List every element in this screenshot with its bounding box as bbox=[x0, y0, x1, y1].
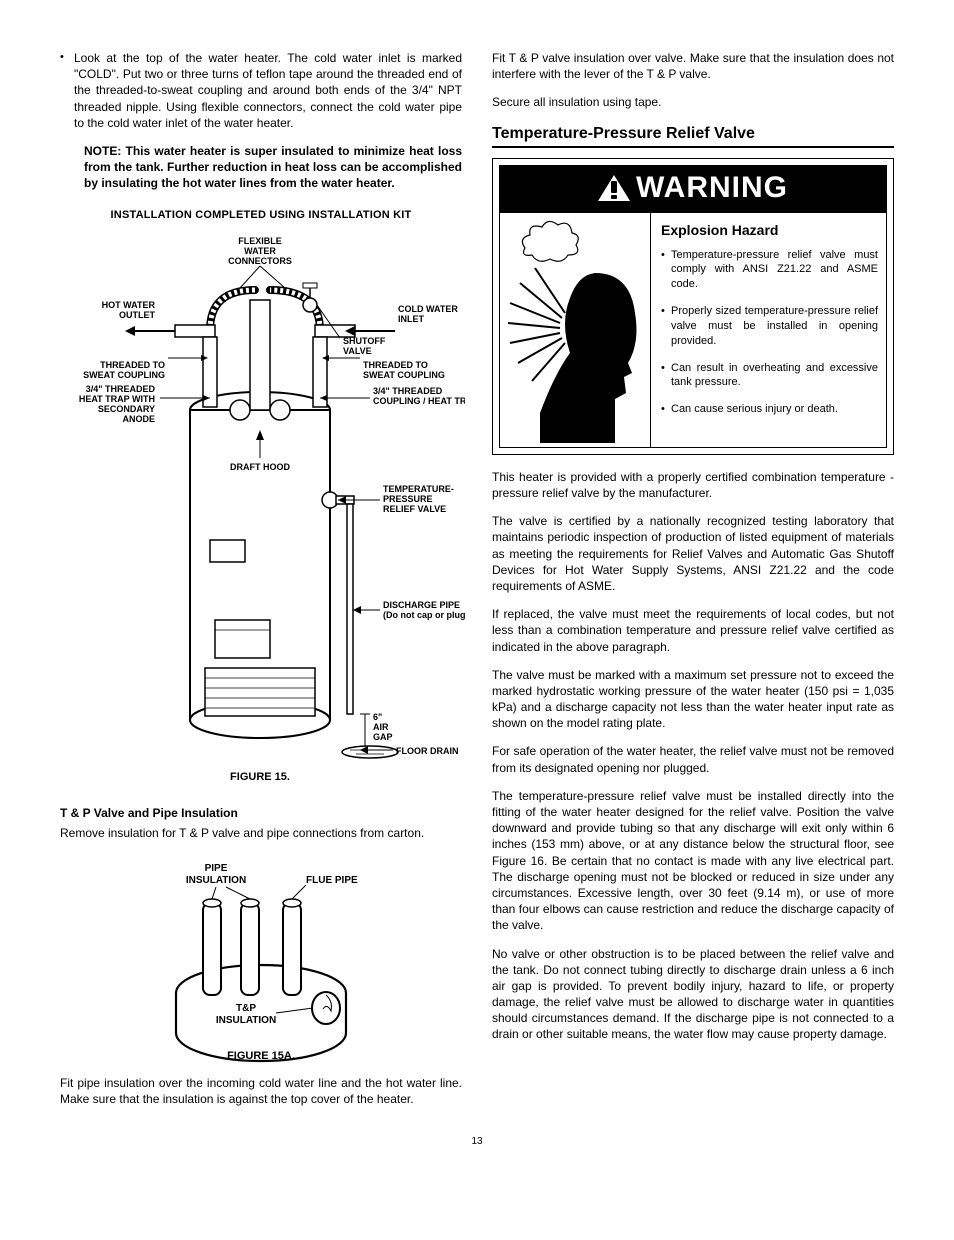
bullet-item: • Look at the top of the water heater. T… bbox=[60, 50, 462, 131]
right-column: Fit T & P valve insulation over valve. M… bbox=[492, 50, 894, 1119]
warning-header: WARNING bbox=[500, 166, 886, 213]
svg-text:FLUE PIPE: FLUE PIPE bbox=[306, 875, 358, 886]
svg-text:3/4" THREADED: 3/4" THREADED bbox=[373, 386, 443, 396]
svg-text:ANODE: ANODE bbox=[122, 414, 155, 424]
svg-text:THREADED TO: THREADED TO bbox=[363, 360, 428, 370]
fit-tp-para: Fit T & P valve insulation over valve. M… bbox=[492, 50, 894, 82]
warning-illustration bbox=[500, 213, 651, 447]
page-number: 13 bbox=[60, 1135, 894, 1149]
tp-valve-heading: T & P Valve and Pipe Insulation bbox=[60, 805, 462, 821]
svg-text:DRAFT HOOD: DRAFT HOOD bbox=[230, 462, 290, 472]
warning-title: WARNING bbox=[636, 168, 788, 209]
body-para: For safe operation of the water heater, … bbox=[492, 743, 894, 775]
warning-bullet: Can result in overheating and excessive … bbox=[661, 361, 878, 391]
install-kit-title: INSTALLATION COMPLETED USING INSTALLATIO… bbox=[60, 208, 462, 223]
svg-text:INLET: INLET bbox=[398, 314, 425, 324]
warning-bullet: Temperature-pressure relief valve must c… bbox=[661, 248, 878, 293]
body-para: This heater is provided with a properly … bbox=[492, 469, 894, 501]
warning-bullet: Can cause serious injury or death. bbox=[661, 402, 878, 417]
bullet-dot: • bbox=[60, 50, 74, 131]
svg-text:COUPLING / HEAT TRAP: COUPLING / HEAT TRAP bbox=[373, 396, 465, 406]
svg-text:CONNECTORS: CONNECTORS bbox=[228, 256, 292, 266]
svg-text:THREADED TO: THREADED TO bbox=[100, 360, 165, 370]
warning-box: WARNING bbox=[492, 158, 894, 455]
warning-subhead: Explosion Hazard bbox=[661, 221, 878, 240]
fit-pipe-para: Fit pipe insulation over the incoming co… bbox=[60, 1075, 462, 1107]
svg-text:SECONDARY: SECONDARY bbox=[98, 404, 155, 414]
svg-text:DISCHARGE PIPE: DISCHARGE PIPE bbox=[383, 600, 460, 610]
svg-text:SWEAT COUPLING: SWEAT COUPLING bbox=[363, 370, 445, 380]
body-para: The valve must be marked with a maximum … bbox=[492, 667, 894, 732]
svg-text:T&P: T&P bbox=[236, 1003, 256, 1014]
svg-text:GAP: GAP bbox=[373, 732, 393, 742]
svg-text:FLEXIBLE: FLEXIBLE bbox=[238, 236, 282, 246]
svg-text:INSULATION: INSULATION bbox=[216, 1015, 276, 1026]
secure-para: Secure all insulation using tape. bbox=[492, 94, 894, 110]
body-para: The valve is certified by a nationally r… bbox=[492, 513, 894, 594]
svg-text:OUTLET: OUTLET bbox=[119, 310, 155, 320]
figure-15a: PIPE INSULATION FLUE PIPE T&P INSULATION… bbox=[60, 853, 462, 1067]
svg-text:FLOOR DRAIN: FLOOR DRAIN bbox=[396, 746, 459, 756]
figure-15: FLEXIBLE WATER CONNECTORS HOT WATER OUTL… bbox=[60, 230, 462, 794]
bullet-text: Look at the top of the water heater. The… bbox=[74, 50, 462, 131]
svg-text:6": 6" bbox=[373, 712, 382, 722]
svg-text:COLD WATER: COLD WATER bbox=[398, 304, 458, 314]
body-para: No valve or other obstruction is to be p… bbox=[492, 946, 894, 1043]
svg-text:PRESSURE: PRESSURE bbox=[383, 494, 433, 504]
svg-text:INSULATION: INSULATION bbox=[186, 875, 246, 886]
svg-text:3/4" THREADED: 3/4" THREADED bbox=[86, 384, 156, 394]
body-para: The temperature-pressure relief valve mu… bbox=[492, 788, 894, 934]
section-heading: Temperature-Pressure Relief Valve bbox=[492, 123, 894, 149]
svg-text:PIPE: PIPE bbox=[205, 863, 228, 874]
warning-triangle-icon bbox=[598, 175, 630, 201]
tp-para: Remove insulation for T & P valve and pi… bbox=[60, 825, 462, 841]
svg-text:SHUTOFF: SHUTOFF bbox=[343, 336, 386, 346]
svg-text:SWEAT COUPLING: SWEAT COUPLING bbox=[83, 370, 165, 380]
svg-text:(Do not cap or plug): (Do not cap or plug) bbox=[383, 610, 465, 620]
body-para: If replaced, the valve must meet the req… bbox=[492, 606, 894, 655]
svg-text:TEMPERATURE-: TEMPERATURE- bbox=[383, 484, 454, 494]
svg-text:FIGURE 15.: FIGURE 15. bbox=[230, 771, 290, 783]
warning-bullet: Properly sized temperature-pressure reli… bbox=[661, 304, 878, 349]
svg-text:HOT WATER: HOT WATER bbox=[102, 300, 156, 310]
note-text: NOTE: This water heater is super insulat… bbox=[60, 143, 462, 192]
svg-text:VALVE: VALVE bbox=[343, 346, 372, 356]
svg-text:HEAT TRAP WITH: HEAT TRAP WITH bbox=[79, 394, 155, 404]
svg-text:WATER: WATER bbox=[244, 246, 276, 256]
svg-text:AIR: AIR bbox=[373, 722, 389, 732]
svg-text:RELIEF VALVE: RELIEF VALVE bbox=[383, 504, 446, 514]
svg-text:FIGURE 15A.: FIGURE 15A. bbox=[227, 1050, 295, 1062]
left-column: • Look at the top of the water heater. T… bbox=[60, 50, 462, 1119]
